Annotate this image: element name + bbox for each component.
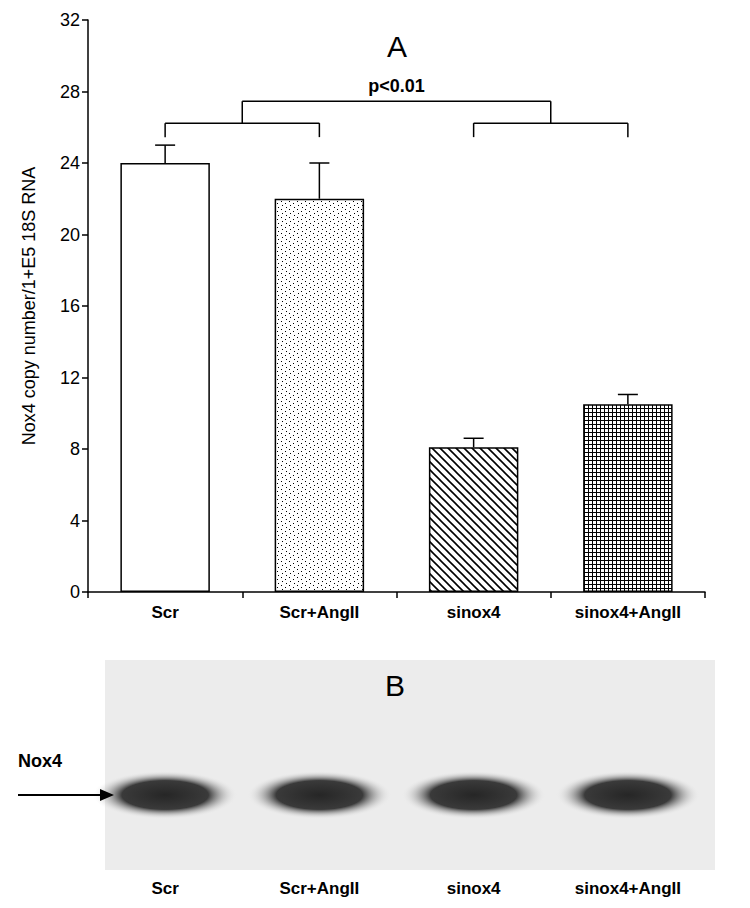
svg-text:Nox4 copy number/1+E5 18S RNA: Nox4 copy number/1+E5 18S RNA	[19, 167, 39, 446]
svg-text:sinox4: sinox4	[447, 879, 501, 898]
svg-text:B: B	[385, 669, 405, 702]
svg-text:12: 12	[60, 368, 80, 388]
svg-text:Scr+AngII: Scr+AngII	[279, 603, 359, 622]
svg-text:28: 28	[60, 82, 80, 102]
svg-text:24: 24	[60, 153, 80, 173]
svg-text:p<0.01: p<0.01	[368, 76, 425, 96]
svg-text:8: 8	[70, 439, 80, 459]
svg-text:Nox4: Nox4	[18, 751, 62, 771]
svg-text:0: 0	[70, 582, 80, 602]
svg-text:sinox4+AngII: sinox4+AngII	[575, 879, 681, 898]
svg-text:32: 32	[60, 10, 80, 30]
svg-text:4: 4	[70, 511, 80, 531]
svg-text:A: A	[387, 30, 407, 63]
svg-text:16: 16	[60, 296, 80, 316]
svg-text:Scr+AngII: Scr+AngII	[279, 879, 359, 898]
svg-text:sinox4: sinox4	[447, 603, 501, 622]
svg-text:20: 20	[60, 225, 80, 245]
svg-text:sinox4+AngII: sinox4+AngII	[575, 603, 681, 622]
svg-text:Scr: Scr	[151, 879, 179, 898]
svg-text:Scr: Scr	[151, 603, 179, 622]
